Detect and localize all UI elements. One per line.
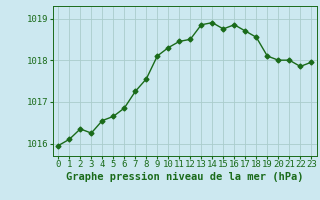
X-axis label: Graphe pression niveau de la mer (hPa): Graphe pression niveau de la mer (hPa) [66, 172, 304, 182]
